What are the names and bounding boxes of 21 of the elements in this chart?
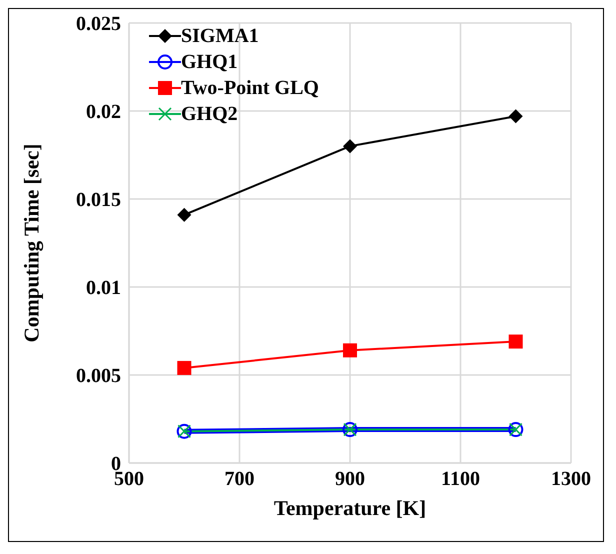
legend-label: Two-Point GLQ [181,76,319,101]
point [508,334,523,349]
point [508,109,523,124]
x-tick-label: 1100 [441,468,480,490]
point [177,360,192,375]
x-tick-label: 1300 [551,468,591,490]
y-tick-label: 0.005 [76,365,121,388]
y-tick-label: 0.01 [86,277,121,300]
x-tick-label: 900 [335,468,365,490]
y-axis-title: Computing Time [sec] [19,144,44,342]
x-axis-title: Temperature [K] [274,496,426,520]
point [343,139,357,154]
x-tick-label: 700 [224,468,254,490]
y-tick-label: 0.025 [76,13,121,36]
legend-label: GHQ2 [181,102,238,127]
point [177,208,192,222]
y-tick-label: 0.02 [86,101,121,124]
y-tick-label: 0.015 [76,189,121,212]
point [343,343,357,358]
legend-label: GHQ1 [181,50,238,75]
legend-label: SIGMA1 [181,24,259,49]
